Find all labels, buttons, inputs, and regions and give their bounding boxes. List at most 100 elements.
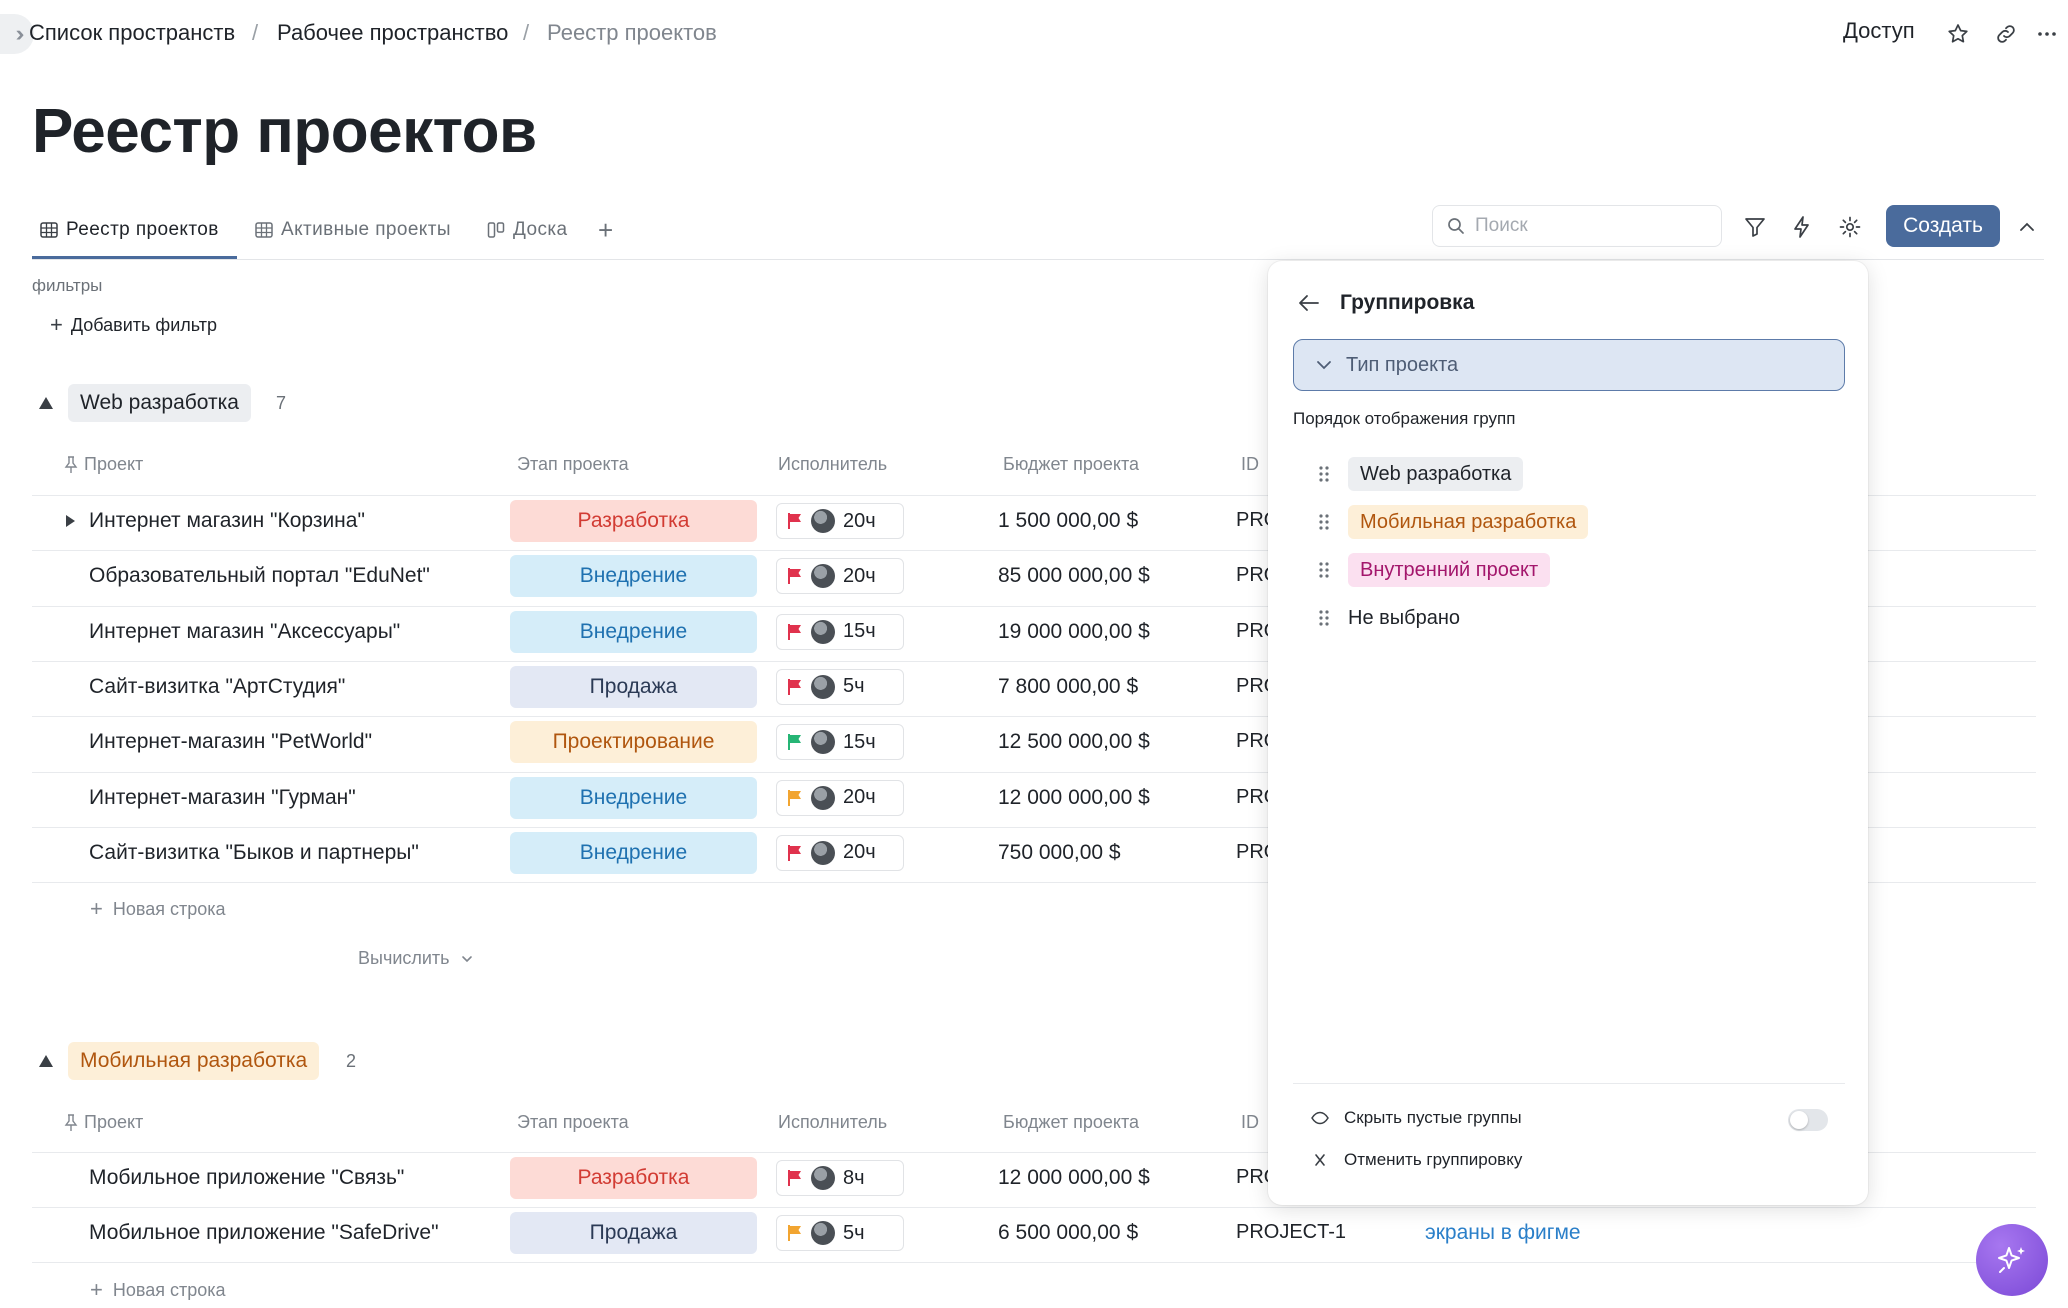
stage-badge[interactable]: Продажа <box>510 1212 757 1254</box>
back-arrow-icon[interactable] <box>1298 293 1324 315</box>
project-name[interactable]: Интернет магазин "Аксессуары" <box>89 619 401 643</box>
hours: 20ч <box>843 564 876 587</box>
close-icon <box>1310 1152 1330 1168</box>
assignee-cell[interactable]: 15ч <box>776 724 904 761</box>
calculate-label: Вычислить <box>358 948 450 968</box>
automation-icon[interactable] <box>1787 212 1817 242</box>
project-name[interactable]: Мобильное приложение "SafeDrive" <box>89 1221 439 1244</box>
assignee-cell[interactable]: 15ч <box>776 613 904 650</box>
figma-link[interactable]: экраны в фигме <box>1425 1221 1581 1244</box>
flag-icon <box>787 789 803 807</box>
hours: 20ч <box>843 786 876 808</box>
order-chip: Внутренний проект <box>1348 553 1551 587</box>
budget-value: 750 000,00 $ <box>998 840 1121 864</box>
drag-handle-icon[interactable] <box>1318 561 1330 579</box>
column-stage[interactable]: Этап проекта <box>517 454 629 474</box>
column-project[interactable]: Проект <box>64 454 143 475</box>
order-item-unselected[interactable]: Не выбрано <box>1318 601 1460 635</box>
star-icon[interactable] <box>1944 20 1972 48</box>
create-button[interactable]: Создать <box>1886 205 2000 247</box>
column-budget[interactable]: Бюджет проекта <box>1003 1112 1140 1132</box>
new-row-label: Новая строка <box>112 1279 226 1300</box>
page-title: Реестр проектов <box>32 97 537 166</box>
drag-handle-icon[interactable] <box>1318 609 1330 627</box>
column-assignee[interactable]: Исполнитель <box>778 1112 888 1132</box>
column-project[interactable]: Проект <box>64 1112 143 1133</box>
collapse-group-icon[interactable] <box>38 396 56 414</box>
assignee-cell[interactable]: 5ч <box>776 1215 904 1251</box>
column-budget[interactable]: Бюджет проекта <box>1003 454 1140 474</box>
expand-row-icon[interactable] <box>64 514 78 528</box>
stage-badge[interactable]: Продажа <box>510 665 757 708</box>
assignee-cell[interactable]: 20ч <box>776 834 904 871</box>
cancel-grouping-option[interactable]: Отменить группировку <box>1310 1150 1522 1170</box>
avatar <box>811 1221 835 1245</box>
tab-board[interactable]: Доска <box>487 212 567 248</box>
order-item-internal[interactable]: Внутренний проект <box>1318 553 1551 587</box>
row-divider <box>32 771 2036 773</box>
stage-badge[interactable]: Внедрение <box>510 831 757 874</box>
stage-badge[interactable]: Разработка <box>510 1157 757 1199</box>
tab-project-registry[interactable]: Реестр проектов <box>40 212 219 248</box>
assignee-cell[interactable]: 20ч <box>776 558 904 595</box>
stage-badge[interactable]: Внедрение <box>510 555 757 598</box>
stage-badge[interactable]: Разработка <box>510 500 757 542</box>
drag-handle-icon[interactable] <box>1318 465 1330 483</box>
column-stage[interactable]: Этап проекта <box>517 1112 629 1132</box>
ai-assistant-button[interactable] <box>1976 1224 2048 1296</box>
assignee-cell[interactable]: 5ч <box>776 668 904 705</box>
tab-active-projects[interactable]: Активные проекты <box>255 212 451 248</box>
new-row-button[interactable]: + Новая строка <box>90 896 226 922</box>
row-divider <box>32 550 2036 552</box>
assignee-cell[interactable]: 8ч <box>776 1160 904 1196</box>
collapse-group-icon[interactable] <box>38 1054 56 1072</box>
project-name[interactable]: Интернет-магазин "Гурман" <box>89 785 356 809</box>
column-assignee[interactable]: Исполнитель <box>778 454 888 474</box>
drag-handle-icon[interactable] <box>1318 513 1330 531</box>
row-divider <box>32 495 2036 496</box>
assignee-cell[interactable]: 20ч <box>776 503 904 539</box>
order-item-web[interactable]: Web разработка <box>1318 457 1524 491</box>
project-name[interactable]: Интернет-магазин "PetWorld" <box>89 730 373 754</box>
stage-badge[interactable]: Внедрение <box>510 610 757 653</box>
filter-icon[interactable] <box>1740 212 1770 242</box>
stage-badge[interactable]: Проектирование <box>510 721 757 764</box>
id-cell: PRO <box>1236 730 1268 753</box>
column-id[interactable]: ID <box>1241 454 1259 474</box>
hours: 15ч <box>843 620 876 643</box>
hide-empty-toggle[interactable] <box>1788 1109 1828 1131</box>
pin-icon <box>64 1113 78 1132</box>
project-name[interactable]: Образовательный портал "EduNet" <box>89 564 430 588</box>
column-id[interactable]: ID <box>1241 1112 1259 1132</box>
stage-badge[interactable]: Внедрение <box>510 776 757 819</box>
budget-value: 12 500 000,00 $ <box>998 730 1150 754</box>
project-id: PRO <box>1236 674 1268 697</box>
settings-icon[interactable] <box>1835 212 1865 242</box>
project-name[interactable]: Сайт-визитка "АртСтудия" <box>89 674 346 698</box>
search-input[interactable]: Поиск <box>1432 205 1722 247</box>
hide-empty-groups-option[interactable]: Скрыть пустые группы <box>1310 1108 1522 1128</box>
chevron-up-icon[interactable] <box>2012 212 2042 242</box>
breadcrumb-spaces[interactable]: Список пространств <box>29 20 236 45</box>
project-name[interactable]: Мобильное приложение "Связь" <box>89 1166 405 1189</box>
more-icon[interactable] <box>2033 20 2061 48</box>
assignee-cell[interactable]: 20ч <box>776 779 904 816</box>
plus-icon: + <box>50 312 63 337</box>
project-id: PRO <box>1236 840 1268 863</box>
calculate-button[interactable]: Вычислить <box>358 948 474 969</box>
add-tab-button[interactable]: + <box>598 214 614 245</box>
new-row-button[interactable]: + Новая строка <box>90 1277 226 1303</box>
sparkle-icon <box>1994 1242 2030 1278</box>
budget-value: 12 000 000,00 $ <box>998 785 1150 809</box>
access-button[interactable]: Доступ <box>1843 18 1915 43</box>
project-name[interactable]: Интернет магазин "Корзина" <box>89 509 365 532</box>
breadcrumb-workspace[interactable]: Рабочее пространство <box>277 20 509 45</box>
project-name[interactable]: Сайт-визитка "Быков и партнеры" <box>89 840 419 864</box>
divider <box>1293 1083 1845 1084</box>
expand-sidebar-icon[interactable]: ›› <box>0 14 34 54</box>
group-label-mobile: Мобильная разработка <box>68 1042 320 1080</box>
add-filter-button[interactable]: + Добавить фильтр <box>50 312 217 338</box>
link-icon[interactable] <box>1992 20 2020 48</box>
order-item-mobile[interactable]: Мобильная разработка <box>1318 505 1589 539</box>
group-by-select[interactable]: Тип проекта <box>1293 339 1845 391</box>
